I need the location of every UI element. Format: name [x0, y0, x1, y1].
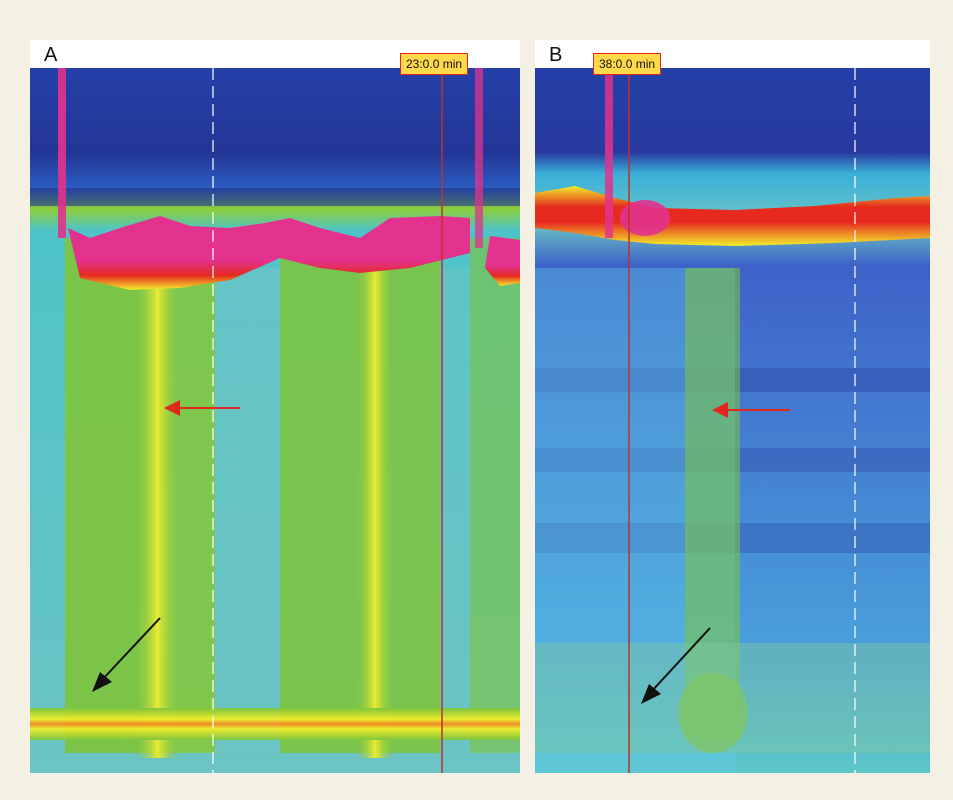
swallow-spike-a-1 [58, 68, 66, 238]
pressure-topography-plot-a [30, 68, 520, 773]
green-column-b [685, 268, 740, 738]
dark-band-a [30, 188, 520, 206]
black-arrow-b [650, 627, 711, 693]
upper-pressure-band-a-right [485, 236, 520, 286]
lower-pressure-band-a [30, 708, 520, 740]
red-arrowhead-a [164, 400, 180, 416]
yellow-streak-a-2 [355, 258, 395, 758]
swallow-spike-b [605, 68, 613, 238]
green-column-a-4 [470, 238, 520, 753]
teal-column-a-2 [440, 268, 470, 753]
green-column-a-1 [65, 238, 140, 753]
upper-pressure-peak-b [620, 200, 670, 236]
yellow-streak-a-1 [135, 238, 180, 758]
black-arrow-a [101, 617, 161, 681]
swallow-spike-a-2 [475, 68, 483, 248]
pressure-topography-plot-b [535, 68, 930, 773]
panel-label-a: A [44, 44, 58, 66]
green-blob-b [678, 673, 748, 753]
black-arrowhead-b [641, 684, 661, 704]
time-marker-badge-b: 38:0.0 min [593, 53, 662, 75]
time-marker-badge-a: 23:0.0 min [400, 53, 469, 75]
panel-b: B 38:0.0 min [535, 40, 930, 773]
panel-label-b: B [549, 44, 563, 66]
red-arrowhead-b [712, 402, 728, 418]
teal-column-a-1 [215, 268, 280, 753]
lower-floor-b [535, 643, 930, 753]
panel-a: A 23:0.0 min [30, 40, 520, 773]
upper-pressure-band-a [68, 216, 470, 290]
black-arrowhead-a [92, 672, 112, 692]
